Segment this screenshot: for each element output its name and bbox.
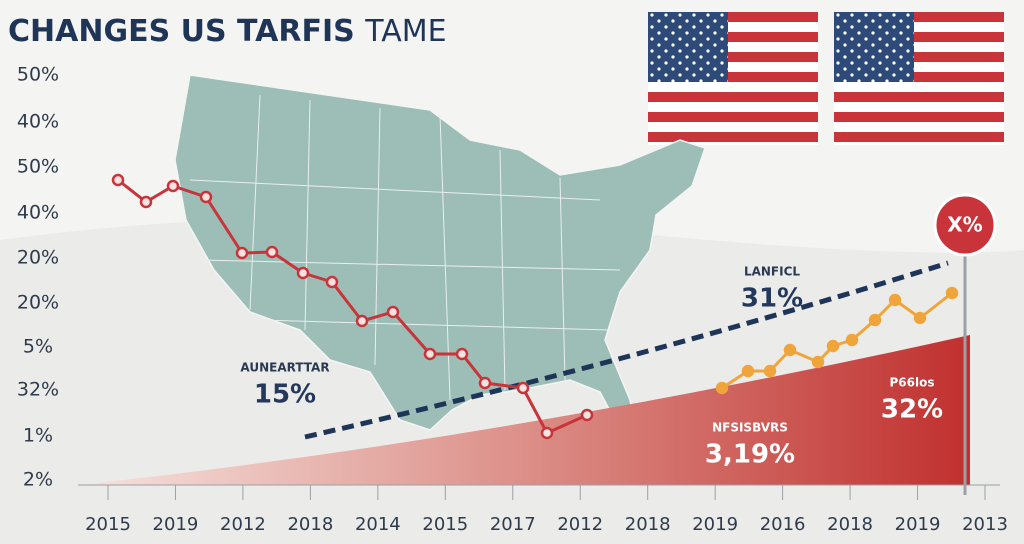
red-line-dot xyxy=(235,246,249,260)
y-label: 1% xyxy=(23,425,53,447)
x-label: 2015 xyxy=(422,514,468,535)
annotation-value: 3,19% xyxy=(705,440,795,470)
orange-line-dot xyxy=(715,381,729,395)
orange-line-dot xyxy=(913,311,927,325)
red-line-dot xyxy=(355,314,369,328)
orange-line-dot xyxy=(888,293,902,307)
orange-line-dot xyxy=(811,355,825,369)
orange-line-dot xyxy=(868,313,882,327)
annotation-value: 32% xyxy=(881,395,943,425)
orange-line-dot xyxy=(741,364,755,378)
x-label: 2018 xyxy=(625,514,671,535)
orange-line-dot xyxy=(845,333,859,347)
y-label: 2% xyxy=(23,469,53,491)
annotation-value: 31% xyxy=(741,284,803,314)
red-line-dot xyxy=(325,275,339,289)
orange-line-dot xyxy=(826,339,840,353)
title-main: CHANGES US TARFIS xyxy=(8,14,355,49)
flag xyxy=(648,12,818,145)
red-line-dot xyxy=(423,347,437,361)
x-label: 2013 xyxy=(962,514,1008,535)
dashed-trend xyxy=(304,260,949,440)
x-label: 2018 xyxy=(827,514,873,535)
x-label: 2018 xyxy=(287,514,333,535)
red-line-dot xyxy=(166,179,180,193)
x-label: 2015 xyxy=(85,514,131,535)
y-label: 20% xyxy=(17,292,59,314)
x-label: 2012 xyxy=(220,514,266,535)
flag xyxy=(834,12,1004,145)
y-label: 5% xyxy=(23,336,53,358)
x-label: 2019 xyxy=(895,514,941,535)
x-label: 2014 xyxy=(355,514,401,535)
title-light: TAME xyxy=(364,14,446,49)
annotation-value: 15% xyxy=(254,380,316,410)
annotation-label: AUNEARTTAR xyxy=(240,361,329,375)
orange-line-dot xyxy=(783,343,797,357)
red-line-dot xyxy=(265,245,279,259)
red-line-dot xyxy=(478,376,492,390)
annotation-label: LANFICL xyxy=(744,265,800,279)
x-label: 2019 xyxy=(692,514,738,535)
y-label: 40% xyxy=(17,111,59,133)
y-label: 40% xyxy=(17,202,59,224)
badge-text: X% xyxy=(947,213,982,237)
orange-line-dot xyxy=(763,364,777,378)
red-line-dot xyxy=(540,426,554,440)
x-label: 2017 xyxy=(490,514,536,535)
y-label: 20% xyxy=(17,247,59,269)
badge xyxy=(933,193,997,257)
annotation-label: NFSISBVRS xyxy=(712,421,788,435)
red-line-dot xyxy=(199,190,213,204)
red-area xyxy=(78,335,970,485)
x-label: 2016 xyxy=(760,514,806,535)
red-line-dot xyxy=(296,266,310,280)
x-label: 2019 xyxy=(153,514,199,535)
title: CHANGES US TARFIS TAME xyxy=(8,14,447,49)
y-label: 50% xyxy=(17,64,59,86)
red-line-dot xyxy=(455,347,469,361)
y-label: 50% xyxy=(17,156,59,178)
state-lines xyxy=(189,94,621,401)
annotation-label: P66los xyxy=(890,376,935,390)
red-line xyxy=(117,178,588,435)
red-line-dot xyxy=(139,195,153,209)
red-line-dot xyxy=(516,381,530,395)
x-label: 2012 xyxy=(557,514,603,535)
orange-line-dot xyxy=(945,286,959,300)
red-line-dot xyxy=(580,408,594,422)
red-line-dot xyxy=(386,305,400,319)
red-line-dot xyxy=(111,173,125,187)
y-label: 32% xyxy=(17,379,59,401)
